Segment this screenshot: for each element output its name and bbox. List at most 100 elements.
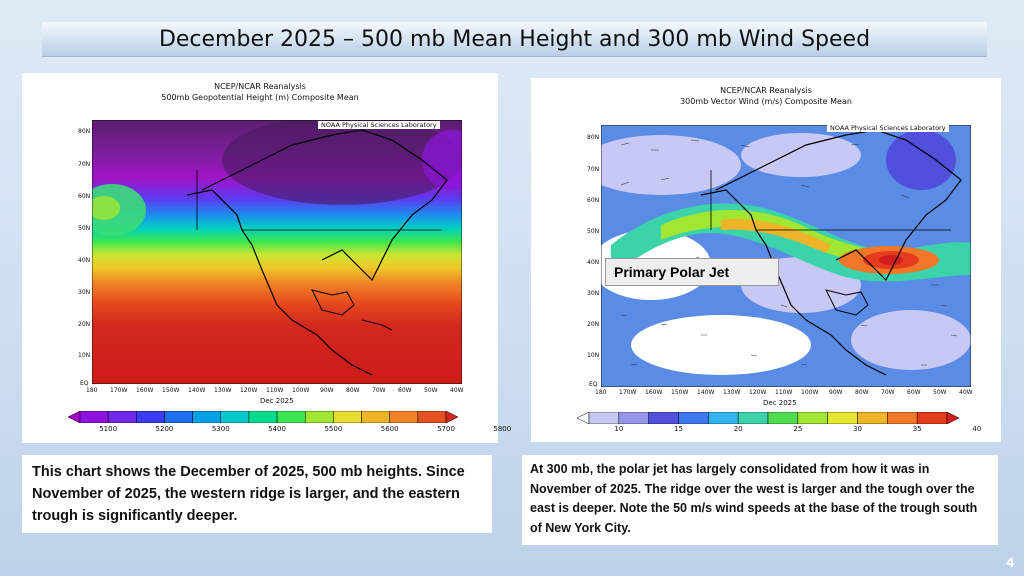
colorbar-segment <box>887 412 918 424</box>
lon-label: 50W <box>424 387 438 394</box>
slide-title-bar: December 2025 – 500 mb Mean Height and 3… <box>42 22 987 57</box>
height-map-title-1: NCEP/NCAR Reanalysis <box>214 82 306 91</box>
lon-label: 60W <box>398 387 412 394</box>
wind-colorbar-labels: 10 15 20 25 30 35 40 45 <box>577 425 981 435</box>
height-map-source: NOAA Physical Sciences Laboratory <box>318 121 440 129</box>
colorbar-segment <box>618 412 649 424</box>
lat-label: 60N <box>587 197 600 204</box>
colorbar-segment <box>79 411 109 423</box>
lon-label: 130W <box>214 387 232 394</box>
height-map-date: Dec 2025 <box>260 397 294 405</box>
lon-label: 50W <box>933 389 947 396</box>
colorbar-label: 25 <box>793 425 803 433</box>
colorbar-segment <box>708 412 739 424</box>
primary-polar-jet-label: Primary Polar Jet <box>605 258 779 286</box>
colorbar-segment <box>737 412 769 424</box>
colorbar-label: 5300 <box>211 425 230 433</box>
lon-label: 60W <box>907 389 921 396</box>
lat-label: 10N <box>78 352 91 359</box>
height-map-title-2: 500mb Geopotential Height (m) Composite … <box>161 93 359 102</box>
height-colorbar-labels: 5100 5200 5300 5400 5500 5600 5700 5800 <box>68 425 511 435</box>
colorbar-segment <box>797 412 828 424</box>
lon-label: 40W <box>450 387 464 394</box>
lat-label: 30N <box>587 290 600 297</box>
lon-label: 80W <box>346 387 360 394</box>
lon-label: 120W <box>749 389 767 396</box>
colorbar-label: 5700 <box>437 425 455 433</box>
lat-label: 40N <box>78 257 91 264</box>
wind-map-date: Dec 2025 <box>763 399 797 407</box>
lon-label: 130W <box>723 389 741 396</box>
colorbar-segment <box>389 411 419 423</box>
lat-label: 10N <box>587 352 600 359</box>
lon-label: 180 <box>595 389 607 396</box>
lat-label: 30N <box>78 289 91 296</box>
wind-colorbar <box>577 412 959 424</box>
lon-label: 170W <box>110 387 128 394</box>
lat-label: 80N <box>587 134 600 141</box>
lon-label: 170W <box>619 389 637 396</box>
lon-label: 110W <box>775 389 793 396</box>
colorbar-segment <box>648 412 679 424</box>
lat-label: 70N <box>587 166 600 173</box>
lat-label: 60N <box>78 193 91 200</box>
lon-label: 110W <box>266 387 284 394</box>
colorbar-segment <box>304 411 334 423</box>
lon-label: 120W <box>240 387 258 394</box>
colorbar-segment <box>248 411 278 423</box>
colorbar-segment <box>192 411 222 423</box>
colorbar-label: 5100 <box>99 425 118 433</box>
lon-label: 70W <box>881 389 895 396</box>
lon-label: 40W <box>959 389 973 396</box>
colorbar-segment <box>361 411 390 423</box>
colorbar-label: 5600 <box>380 425 399 433</box>
left-caption: This chart shows the December of 2025, 5… <box>22 455 492 533</box>
colorbar-end-right <box>946 412 959 424</box>
height-map-image <box>92 120 462 384</box>
colorbar-label: 30 <box>853 425 862 433</box>
colorbar-label: 40 <box>972 425 982 433</box>
colorbar-segment <box>678 412 709 424</box>
colorbar-segment <box>588 412 620 424</box>
lon-label: 90W <box>320 387 334 394</box>
height-map-panel: NCEP/NCAR Reanalysis 500mb Geopotential … <box>22 73 511 443</box>
colorbar-segment <box>767 412 799 424</box>
colorbar-label: 5400 <box>268 425 286 433</box>
lat-label: 40N <box>587 259 600 266</box>
colorbar-segment <box>220 411 250 423</box>
lat-label: 80N <box>78 128 91 135</box>
colorbar-segment <box>916 412 948 424</box>
lon-label: 70W <box>372 387 386 394</box>
height-colorbar <box>68 411 458 423</box>
colorbar-label: 20 <box>733 425 743 433</box>
lon-label: 100W <box>801 389 819 396</box>
lat-label: 20N <box>587 321 600 328</box>
colorbar-end-left <box>68 411 81 423</box>
wind-map-image <box>601 125 971 387</box>
colorbar-segment <box>333 411 362 423</box>
lon-label: 150W <box>671 389 689 396</box>
lon-label: 150W <box>162 387 180 394</box>
colorbar-segment <box>136 411 165 423</box>
lon-label: 160W <box>136 387 154 394</box>
slide-title: December 2025 – 500 mb Mean Height and 3… <box>158 26 871 52</box>
colorbar-label: 5500 <box>324 425 343 433</box>
colorbar-segment <box>827 412 858 424</box>
lon-label: 90W <box>829 389 843 396</box>
colorbar-segment <box>107 411 137 423</box>
slide-number: 4 <box>1006 554 1014 570</box>
lat-label: 50N <box>587 228 600 235</box>
lon-label: 80W <box>855 389 869 396</box>
lat-label: EQ <box>589 381 598 388</box>
wind-map-title-1: NCEP/NCAR Reanalysis <box>720 86 812 95</box>
wind-map-title-2: 300mb Vector Wind (m/s) Composite Mean <box>680 97 852 106</box>
colorbar-label: 5200 <box>155 425 174 433</box>
wind-map-source: NOAA Physical Sciences Laboratory <box>827 124 949 132</box>
lon-label: 140W <box>188 387 206 394</box>
lat-label: 20N <box>78 321 91 328</box>
colorbar-label: 10 <box>614 425 624 433</box>
colorbar-segment <box>857 412 888 424</box>
colorbar-segment <box>417 411 447 423</box>
lat-label: EQ <box>80 380 89 387</box>
colorbar-label: 35 <box>912 425 922 433</box>
